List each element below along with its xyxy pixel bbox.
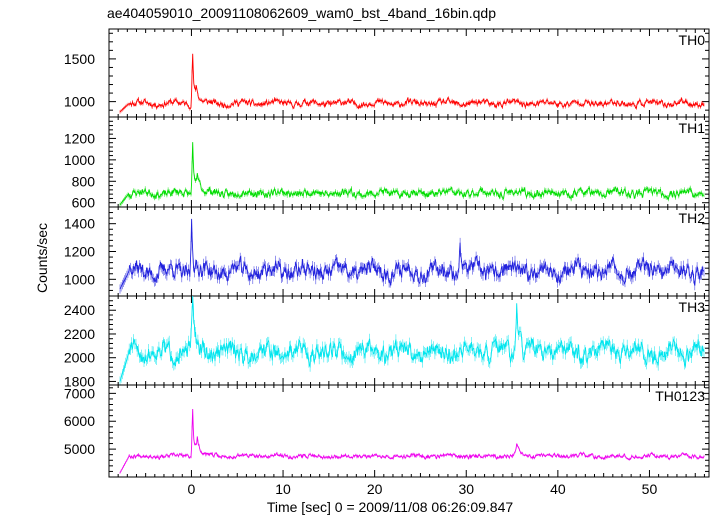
y-tick-label: 1200 (64, 130, 95, 146)
y-tick-label: 600 (72, 195, 96, 211)
series-line-th1 (119, 142, 705, 206)
x-tick-label: 20 (367, 481, 383, 497)
x-axis-label: Time [sec] 0 = 2009/11/08 06:26:09.847 (267, 499, 514, 515)
panel-th0123: 5000 6000 7000 TH0123 (64, 384, 710, 478)
y-tick-label: 7000 (64, 385, 95, 401)
y-tick-label: 6000 (64, 413, 95, 429)
series-line-th2 (119, 218, 705, 290)
panel-th3: 1800 2000 2200 2400 TH3 (64, 295, 710, 389)
panel-th2: 1000 1200 1400 TH2 (64, 206, 710, 297)
x-tick-label: 0 (188, 481, 196, 497)
y-tick-label: 1500 (64, 51, 95, 67)
y-tick-label: 1000 (64, 94, 95, 110)
error-bars (119, 232, 705, 294)
panel-frame (108, 384, 710, 478)
panel-label: TH2 (679, 210, 706, 226)
panel-th0: 1000 1500 TH0 (64, 28, 710, 118)
panel-label: TH0 (679, 32, 706, 48)
panel-frame (108, 295, 710, 386)
error-bars (119, 425, 705, 474)
error-bars (119, 304, 705, 385)
x-tick-label: 40 (550, 481, 566, 497)
series-line-th0123 (119, 408, 705, 474)
x-tick-label: 30 (458, 481, 474, 497)
series-line-th3 (119, 295, 705, 382)
y-tick-label: 1000 (64, 271, 95, 287)
panel-th1: 600 800 1000 1200 TH1 (64, 116, 710, 211)
y-tick-label: 2000 (64, 350, 95, 366)
y-tick-label: 5000 (64, 441, 95, 457)
y-tick-label: 1000 (64, 152, 95, 168)
panel-label: TH0123 (655, 388, 705, 404)
y-tick-label: 2400 (64, 302, 95, 318)
error-bars (119, 159, 705, 207)
series-line-th0 (119, 53, 705, 113)
panel-label: TH1 (679, 120, 706, 136)
panel-frame (108, 206, 710, 297)
y-tick-label: 1800 (64, 373, 95, 389)
y-tick-label: 1400 (64, 216, 95, 232)
x-tick-label: 50 (642, 481, 658, 497)
y-tick-label: 1200 (64, 244, 95, 260)
panel-label: TH3 (679, 299, 706, 315)
error-bars (119, 69, 705, 114)
plot-area: 1000 1500 TH0 600 800 1000 1200 TH1 1000 1200 1400… (64, 28, 710, 497)
y-axis-label: Counts/sec (34, 223, 50, 293)
chart-title: ae404059010_20091108062609_wam0_bst_4ban… (107, 5, 496, 21)
x-tick-label: 10 (275, 481, 291, 497)
y-tick-label: 2200 (64, 326, 95, 342)
y-tick-label: 800 (72, 173, 96, 189)
